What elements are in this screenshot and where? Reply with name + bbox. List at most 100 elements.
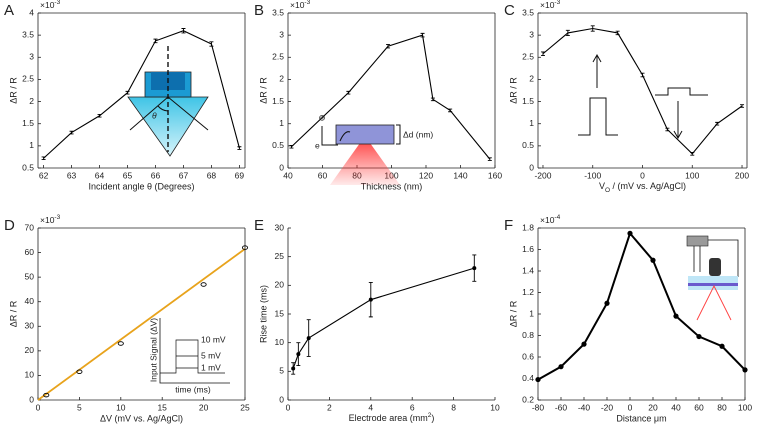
y-tick-label: 3 xyxy=(29,52,34,62)
error-bar xyxy=(615,30,620,36)
y-axis-label: ΔR / R xyxy=(508,300,518,327)
x-tick-label: 140 xyxy=(453,170,467,180)
data-point xyxy=(306,336,311,341)
inset-label: time (ms) xyxy=(175,384,211,394)
error-bar xyxy=(640,72,645,78)
axis-multiplier-part: ×10 xyxy=(540,0,555,10)
inset-label: 5 mV xyxy=(201,350,221,360)
x-tick-label: 0 xyxy=(286,402,291,412)
x-axis-label: Thickness (nm) xyxy=(361,181,423,191)
inset-axes xyxy=(159,318,230,384)
panel-label: A xyxy=(4,2,14,19)
y-tick-label: 2.5 xyxy=(272,52,284,62)
x-tick-label: 62 xyxy=(39,170,49,180)
series-line xyxy=(43,30,240,159)
y-tick-label: 0 xyxy=(529,162,534,172)
inset-label: θ xyxy=(152,110,157,120)
data-point xyxy=(604,300,610,306)
x-tick-label: -80 xyxy=(532,402,545,412)
y-tick-label: 1 xyxy=(529,308,534,318)
y-tick-label: 0.2 xyxy=(522,394,534,404)
x-axis-label: Incident angle θ (Degrees) xyxy=(88,181,194,191)
data-point xyxy=(368,297,373,302)
data-point xyxy=(291,366,296,371)
x-tick-label: -200 xyxy=(534,170,551,180)
y-tick-label: 2 xyxy=(279,74,284,84)
inset-beam xyxy=(330,136,400,185)
x-tick-label: 68 xyxy=(207,170,217,180)
data-point xyxy=(581,341,587,347)
y-tick-label: 1.6 xyxy=(522,244,534,254)
data-point xyxy=(673,313,679,319)
y-tick-label: 5 xyxy=(279,366,284,376)
y-tick-label: 0.5 xyxy=(272,140,284,150)
data-point xyxy=(535,376,541,383)
inset-beam xyxy=(696,284,732,321)
x-tick-label: 20 xyxy=(648,402,658,412)
inset-pulse xyxy=(655,87,708,96)
y-tick-label: 3 xyxy=(529,29,534,39)
y-tick-label: 60 xyxy=(25,247,35,257)
y-tick-label: 3 xyxy=(279,29,284,39)
y-tick-label: 1 xyxy=(529,118,534,128)
error-bar xyxy=(69,130,74,135)
error-bar xyxy=(740,104,745,108)
x-tick-label: 100 xyxy=(685,170,699,180)
x-tick-label: 10 xyxy=(490,402,500,412)
x-tick-label: 66 xyxy=(151,170,161,180)
y-tick-label: 0.4 xyxy=(522,373,534,383)
x-tick-label: 15 xyxy=(157,402,167,412)
error-bar xyxy=(41,156,46,161)
x-tick-label: 80 xyxy=(717,402,727,412)
y-tick-label: 0.6 xyxy=(522,351,534,361)
axis-multiplier-part: -3 xyxy=(554,0,560,6)
x-axis-label-part: Electrode area (mm xyxy=(349,413,428,423)
x-axis-label: VO​ / (mV vs. Ag/AgCl) xyxy=(599,181,686,193)
y-tick-label: 1.4 xyxy=(522,265,534,275)
error-bar xyxy=(153,38,158,44)
x-tick-label: 60 xyxy=(694,402,704,412)
y-tick-label: 3.5 xyxy=(272,7,284,17)
y-tick-label: 0.5 xyxy=(522,140,534,150)
x-axis-label: ΔV (mV vs. Ag/AgCl) xyxy=(100,413,183,423)
x-tick-label: 200 xyxy=(735,170,749,180)
x-axis-label: Distance μm xyxy=(616,413,666,423)
x-tick-label: 65 xyxy=(123,170,133,180)
x-tick-label: 160 xyxy=(488,170,502,180)
error-bar xyxy=(715,121,720,126)
data-point xyxy=(241,245,249,250)
panel-label: F xyxy=(504,217,513,234)
inset-label: Input Signal (ΔV) xyxy=(148,318,158,382)
x-axis-label: Electrode area (mm2​) xyxy=(349,412,435,424)
y-tick-label: 40 xyxy=(25,296,35,306)
y-tick-label: 1.8 xyxy=(522,222,534,232)
inset-wire xyxy=(693,239,739,277)
inset-lens xyxy=(709,258,721,276)
y-tick-label: 10 xyxy=(25,370,35,380)
y-axis-label: ΔR / R xyxy=(8,77,18,104)
data-point xyxy=(719,343,725,349)
inset-label: 10 mV xyxy=(201,334,226,344)
axis-multiplier-part: -3 xyxy=(54,214,60,221)
x-tick-label: 40 xyxy=(283,170,293,180)
inset-arrow xyxy=(592,53,602,88)
series-line xyxy=(292,267,475,369)
data-point xyxy=(43,392,50,398)
y-tick-label: 15 xyxy=(275,308,285,318)
error-bar xyxy=(448,108,453,113)
y-tick-label: 2.5 xyxy=(522,52,534,62)
x-axis-label-part: V xyxy=(599,181,605,191)
data-point xyxy=(558,364,564,370)
y-tick-label: 30 xyxy=(25,321,35,331)
axis-multiplier: ×10-3​ xyxy=(40,0,61,10)
inset-film xyxy=(335,124,395,145)
x-tick-label: -100 xyxy=(584,170,601,180)
y-axis-label: Rise time (ms) xyxy=(258,285,268,343)
series-line xyxy=(542,27,743,155)
data-point xyxy=(696,333,702,340)
x-tick-label: 100 xyxy=(738,402,752,412)
error-bar xyxy=(665,127,670,132)
x-tick-label: 60 xyxy=(318,170,328,180)
